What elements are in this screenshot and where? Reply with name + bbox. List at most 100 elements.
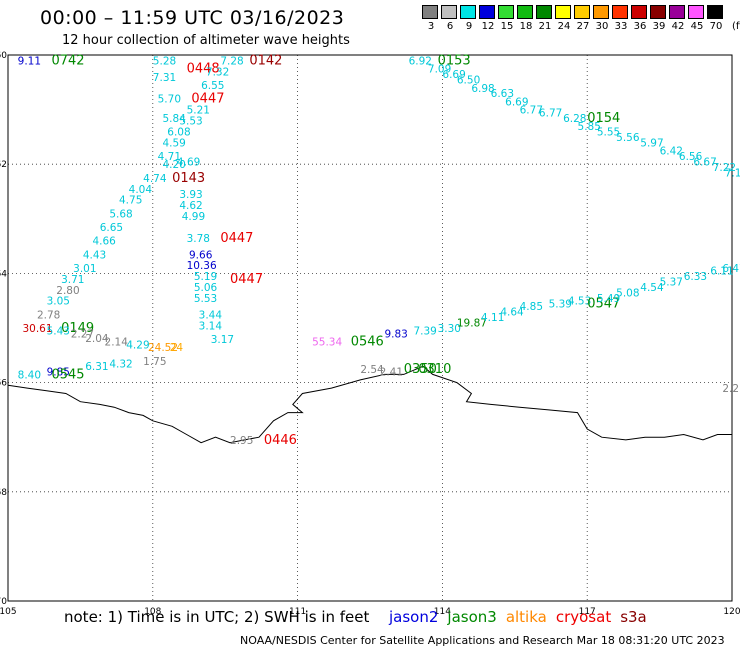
wave-height-label: 7.39 [413, 326, 436, 338]
lat-tick-label: -68 [0, 488, 7, 498]
wave-height-label: 4.04 [129, 184, 153, 196]
wave-height-label: 6.77 [520, 105, 543, 117]
wave-height-label: 4.54 [640, 282, 664, 294]
lon-tick-label: 105 [0, 607, 17, 617]
wave-height-label: 2.54 [360, 364, 384, 376]
wave-height-label: 5.28 [153, 55, 176, 67]
wave-height-label: 2.78 [37, 309, 60, 321]
wave-height-label: 8.40 [18, 369, 41, 381]
satellite-s3a: s3a [620, 608, 647, 626]
wave-height-label: 4.85 [520, 301, 543, 313]
coastline [7, 365, 732, 444]
wave-height-label: 5.21 [187, 105, 210, 117]
wave-height-label: 5.97 [640, 137, 663, 149]
wave-height-label: 7.28 [220, 55, 243, 67]
wave-height-label: 5.70 [158, 94, 181, 106]
page-title: 00:00 – 11:59 UTC 03/16/2023 [40, 7, 345, 29]
legend-tick-label: 36 [633, 21, 647, 32]
wave-height-label: 5.06 [194, 282, 218, 294]
lat-tick-label: -70 [0, 597, 7, 607]
legend-swatch-30 [593, 5, 609, 19]
wave-height-label: 4.64 [500, 307, 524, 319]
wave-height-label: 7.32 [206, 66, 229, 78]
wave-height-label: 5.53 [194, 293, 217, 305]
wave-height-label: 5.39 [549, 298, 572, 310]
wave-height-label: 2.04 [85, 333, 109, 345]
legend-swatch-15 [498, 5, 514, 19]
wave-height-label: 5.19 [194, 271, 217, 283]
wave-height-label: 6.65 [100, 222, 123, 234]
pass-time-label: 0350 [404, 362, 437, 377]
lon-tick-label: 117 [579, 607, 596, 617]
wave-height-label: 6.69 [442, 69, 465, 81]
wave-height-label: 9.11 [18, 55, 41, 67]
wave-height-label: 19.87 [457, 318, 487, 330]
legend-swatch-70 [707, 5, 723, 19]
lon-tick-label: 108 [144, 607, 161, 617]
wave-height-label: 24.52 [148, 342, 178, 354]
pass-time-label: 0142 [249, 53, 282, 68]
wave-height-label: 5.55 [597, 126, 620, 138]
legend-swatch-39 [650, 5, 666, 19]
legend-swatch-6 [441, 5, 457, 19]
legend-swatch-21 [536, 5, 552, 19]
satellite-legend: jason2 jason3 altika cryosat s3a [389, 608, 656, 626]
lon-tick-label: 114 [434, 607, 451, 617]
wave-height-label: 6.08 [167, 126, 190, 138]
legend-swatch-3 [422, 5, 438, 19]
wave-height-label: 4.29 [126, 339, 149, 351]
pass-time-label: 0446 [264, 433, 297, 448]
legend-tick-label: 3 [427, 21, 435, 32]
wave-height-label: 4.99 [182, 211, 205, 223]
legend-tick-label: 6 [446, 21, 454, 32]
wave-height-label: 6.42 [660, 146, 683, 158]
wave-height-label: 9.66 [189, 249, 213, 261]
wave-height-label: 4.74 [143, 173, 167, 185]
wave-height-label: 6.56 [679, 151, 703, 163]
wave-height-label: 4.71 [158, 151, 181, 163]
wave-height-label: 7.22 [713, 162, 736, 174]
wave-height-label: 3.78 [187, 233, 210, 245]
wave-height-label: 2.95 [230, 435, 253, 447]
legend-tick-label: 33 [614, 21, 628, 32]
page-subtitle: 12 hour collection of altimeter wave hei… [62, 33, 350, 48]
wave-height-label: 4.69 [177, 156, 200, 168]
legend-tick-label: 39 [652, 21, 666, 32]
wave-height-label: 30.61 [22, 323, 52, 335]
legend-swatch-45 [688, 5, 704, 19]
pass-time-label: 0547 [587, 296, 620, 311]
pass-time-label: 0447 [230, 272, 263, 287]
wave-height-label: 6.69 [505, 96, 528, 108]
wave-height-label: 6.55 [201, 80, 224, 92]
wave-height-label: 4.20 [162, 159, 185, 171]
legend-tick-label: 24 [557, 21, 571, 32]
wave-height-label: 6.50 [457, 75, 480, 87]
wave-height-label: 3.93 [179, 189, 202, 201]
wave-height-label: 6.28 [563, 113, 586, 125]
satellite-jason3: jason3 [447, 608, 497, 626]
wave-height-label: 5.68 [109, 208, 132, 220]
legend-tick-label: 45 [690, 21, 704, 32]
legend-tick-label: 27 [576, 21, 590, 32]
wave-height-label: 4.66 [92, 236, 116, 248]
legend-swatch-42 [669, 5, 685, 19]
pass-time-label: 0149 [61, 321, 94, 336]
satellite-jason2: jason2 [389, 608, 439, 626]
wave-height-label: 1.75 [143, 356, 166, 368]
pass-time-label: 0545 [51, 367, 84, 382]
wave-height-label: 3.01 [73, 263, 96, 275]
wave-height-label: 3.30 [438, 323, 461, 335]
wave-height-label: 6.67 [693, 156, 716, 168]
pass-time-label: 0447 [191, 92, 224, 107]
wave-height-label: 4.62 [179, 200, 202, 212]
wave-height-label: 4.11 [481, 312, 504, 324]
pass-time-label: 0448 [187, 62, 220, 77]
lat-tick-label: -64 [0, 269, 7, 279]
wave-height-label: 9.83 [384, 328, 407, 340]
wave-height-label: 6.98 [471, 83, 494, 95]
wave-height-label: 9.85 [47, 367, 70, 379]
wave-height-label: 24 [170, 342, 184, 354]
pass-time-label: 0546 [351, 335, 384, 350]
wave-height-label: 4.75 [119, 195, 142, 207]
wave-height-label: 4.59 [162, 137, 185, 149]
